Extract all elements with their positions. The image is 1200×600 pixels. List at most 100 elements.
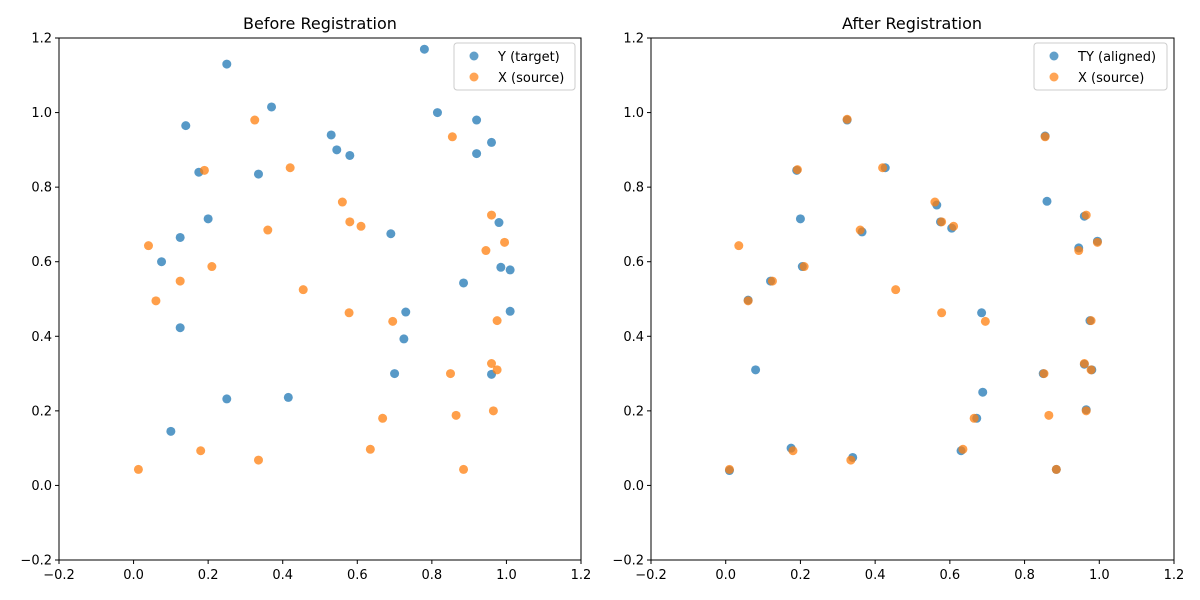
axes-frame	[58, 37, 582, 561]
y-tick-label: −0.2	[20, 554, 52, 569]
scatter-point-series-0	[399, 334, 409, 344]
y-tick-label: 0.4	[623, 330, 644, 345]
scatter-point-series-0	[977, 308, 987, 318]
scatter-point-series-1	[1040, 132, 1050, 142]
scatter-point-series-1	[1079, 359, 1089, 368]
x-tick-label: 1.0	[496, 568, 517, 583]
y-tick-label: 0.6	[31, 255, 52, 270]
scatter-point-series-0	[496, 262, 506, 272]
scatter-point-series-0	[419, 44, 429, 54]
scatter-point-series-0	[505, 265, 515, 275]
scatter-point-series-0	[253, 169, 263, 179]
scatter-point-series-0	[283, 392, 293, 402]
chart-before-registration: Before Registration −0.2 0.0 0.2 0.4 0.6 0.8 1…	[20, 14, 591, 583]
x-tick-label: 0.8	[1014, 568, 1035, 583]
scatter-point-series-1	[949, 221, 959, 231]
scatter-point-series-1	[488, 406, 498, 416]
x-tick-label: 1.0	[1089, 568, 1110, 583]
x-tick-label: 0.8	[422, 568, 443, 583]
y-tick-label: 0.0	[623, 479, 644, 494]
x-tick-label: 0.0	[123, 568, 144, 583]
scatter-point-series-1	[980, 316, 990, 326]
scatter-point-series-1	[356, 221, 366, 231]
scatter-point-series-1	[196, 446, 206, 456]
scatter-point-series-0	[487, 137, 497, 147]
scatter-point-series-1	[365, 444, 375, 454]
scatter-point-series-1	[1081, 406, 1091, 416]
scatter-point-series-1	[337, 197, 347, 207]
scatter-point-series-0	[795, 214, 805, 224]
scatter-point-series-1	[767, 276, 777, 286]
scatter-point-series-1	[151, 296, 161, 306]
x-tick-label: 1.2	[571, 568, 592, 583]
scatter-point-series-0	[978, 387, 988, 397]
scatter-point-series-1	[207, 262, 217, 272]
scatter-point-series-1	[878, 163, 888, 173]
scatter-point-series-1	[298, 285, 308, 295]
scatter-point-series-1	[250, 115, 260, 125]
x-tick-label: 0.2	[198, 568, 219, 583]
legend-label-y-target: Y (target)	[497, 50, 560, 65]
scatter-point-series-1	[344, 308, 354, 318]
scatter-point-series-0	[267, 102, 277, 112]
scatter-point-series-1	[1039, 369, 1049, 379]
scatter-point-series-0	[386, 229, 396, 239]
legend-label-ty-aligned: TY (aligned)	[1077, 50, 1156, 65]
scatter-point-series-0	[181, 121, 191, 131]
legend-marker-ty-aligned	[1049, 51, 1059, 61]
scatter-point-series-1	[1086, 365, 1096, 375]
scatter-point-series-1	[969, 413, 979, 423]
y-tick-label: −0.2	[612, 554, 644, 569]
scatter-point-series-0	[432, 108, 442, 118]
scatter-point-series-1	[492, 365, 502, 375]
x-tick-label: 1.2	[1164, 568, 1185, 583]
scatter-point-series-1	[788, 446, 798, 456]
scatter-point-series-0	[166, 426, 176, 436]
scatter-point-series-1	[842, 114, 852, 124]
axes-layer: −0.2 0.0 0.2 0.4 0.6 0.8 1.0 1.2 −0.2 0.0 0.2 0.4 0.…	[612, 32, 1184, 584]
y-tick-label: 0.8	[31, 181, 52, 196]
y-tick-label: 1.0	[623, 106, 644, 121]
y-tick-label: 0.0	[31, 479, 52, 494]
x-tick-label: 0.2	[790, 568, 811, 583]
scatter-point-series-1	[263, 225, 273, 235]
legend-label-x-source: X (source)	[1078, 71, 1144, 86]
y-tick-label: 0.8	[623, 181, 644, 196]
scatter-point-series-1	[446, 369, 455, 379]
y-tick-label: 0.4	[31, 330, 52, 345]
x-tick-label: 0.4	[865, 568, 886, 583]
scatter-point-series-0	[332, 145, 342, 155]
scatter-point-series-1	[930, 197, 940, 207]
scatter-point-series-1	[1044, 410, 1054, 420]
x-tick-label: 0.6	[940, 568, 961, 583]
scatter-point-series-1	[799, 262, 809, 272]
scatter-point-series-1	[487, 210, 497, 220]
scatter-point-series-1	[1081, 210, 1091, 220]
chart-title: After Registration	[842, 14, 982, 33]
scatter-point-series-1	[958, 444, 968, 454]
y-tick-label: 0.6	[623, 255, 644, 270]
legend-marker-x-source	[469, 72, 479, 82]
scatter-point-series-1	[937, 308, 947, 318]
axes-frame	[650, 37, 1175, 561]
scatter-point-series-1	[345, 217, 355, 227]
scatter-point-series-0	[157, 257, 167, 267]
scatter-point-series-1	[1092, 237, 1102, 247]
x-tick-label: 0.0	[715, 568, 736, 583]
scatter-point-series-1	[253, 455, 263, 465]
legend-frame	[1033, 42, 1168, 91]
scatter-point-series-0	[175, 232, 185, 242]
scatter-point-series-1	[388, 316, 398, 326]
scatter-point-series-1	[734, 241, 744, 251]
legend-frame	[453, 42, 576, 91]
scatter-point-series-1	[133, 464, 143, 474]
y-tick-label: 1.0	[31, 106, 52, 121]
scatter-point-series-1	[1074, 246, 1084, 256]
scatter-point-series-0	[472, 149, 482, 159]
chart-after-registration: After Registration −0.2 0.0 0.2 0.4 0.6 0.8 1.…	[612, 14, 1184, 583]
scatter-point-series-1	[451, 410, 461, 420]
scatter-point-series-0	[505, 306, 515, 316]
y-tick-label: 1.2	[623, 32, 644, 47]
scatter-point-series-1	[743, 296, 753, 306]
